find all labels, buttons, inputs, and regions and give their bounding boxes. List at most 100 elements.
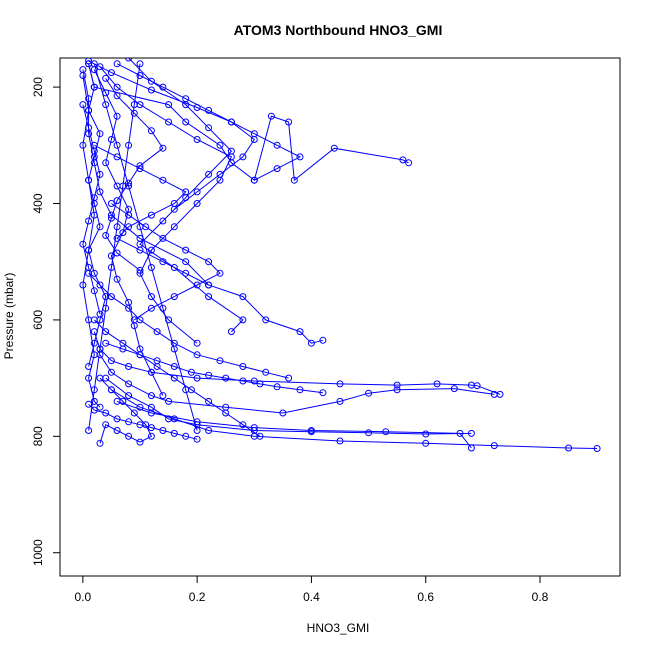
data-point [147,293,155,301]
data-point [96,345,104,353]
data-point [85,427,93,434]
data-point [227,118,235,126]
data-point [147,127,155,135]
y-tick-label: 600 [31,310,45,330]
data-point [125,432,133,440]
data-point [159,258,167,266]
data-point [107,136,115,143]
data-point [165,397,173,405]
data-point [147,77,155,85]
data-point [205,427,213,434]
data-point [85,124,93,132]
data-point [119,182,127,190]
data-point [136,316,144,324]
x-tick-label: 0.4 [303,590,320,604]
data-point [250,377,258,385]
data-point [165,118,173,126]
y-tick-label: 1000 [31,539,45,566]
data-point [96,281,104,289]
series-line [93,331,501,395]
data-point [85,374,93,382]
x-tick-label: 0.8 [532,590,549,604]
data-point [79,240,87,248]
data-point [142,421,150,429]
data-point [319,336,327,344]
data-point [205,170,213,178]
data-point [205,293,213,301]
data-point [107,69,115,77]
data-point [107,368,115,376]
data-point [267,112,275,120]
series-24 [90,60,201,434]
data-point [170,200,178,207]
data-point [193,427,201,434]
data-point [113,415,121,423]
data-point [159,176,167,184]
data-point [130,109,138,117]
data-point [79,72,87,79]
data-point [262,368,270,376]
data-point [170,363,178,370]
x-ticks: 0.0 0.2 0.4 0.6 0.8 [75,576,549,604]
data-point [170,345,178,353]
data-point [250,176,258,184]
data-point [147,432,155,440]
data-point [182,188,190,196]
data-point [490,442,498,450]
data-point [85,264,93,271]
data-point [182,95,190,103]
data-point [90,194,98,202]
series-line [88,60,255,210]
data-point [113,197,121,205]
data-point [136,165,144,173]
data-point [113,249,121,257]
data-point [113,92,121,100]
data-point [125,58,133,62]
data-point [239,293,247,301]
data-point [147,211,155,219]
data-point [147,368,155,376]
data-point [456,429,464,437]
data-point [79,101,87,109]
data-point [136,266,144,274]
data-point [136,351,144,359]
series-25 [85,60,144,434]
data-point [96,374,104,382]
data-point [113,141,121,149]
series-line [128,58,244,332]
data-point [147,304,155,312]
data-point [216,141,224,149]
data-point [227,147,235,155]
data-point [296,328,304,336]
data-point [107,293,115,301]
series-21 [85,269,293,382]
series-line [82,75,101,408]
plot-area [59,57,621,577]
data-point [113,112,121,120]
data-point [147,424,155,432]
data-point [79,141,87,149]
data-point [399,156,407,164]
data-point [102,421,110,429]
data-point [107,252,115,260]
data-point [125,223,133,231]
data-point [170,415,178,423]
data-point [193,374,201,382]
series-line [82,104,101,315]
data-point [182,269,190,277]
data-point [365,389,373,397]
data-point [239,363,247,370]
data-point [125,380,133,388]
data-point [330,144,338,152]
data-point [107,214,115,222]
data-point [153,328,161,336]
x-axis: 0.0 0.2 0.4 0.6 0.8 [75,575,549,604]
data-point [90,60,98,68]
data-point [113,275,121,283]
data-point [79,281,87,289]
data-point [256,432,264,440]
data-point [102,339,110,347]
data-point [222,409,230,417]
data-point [136,438,144,446]
